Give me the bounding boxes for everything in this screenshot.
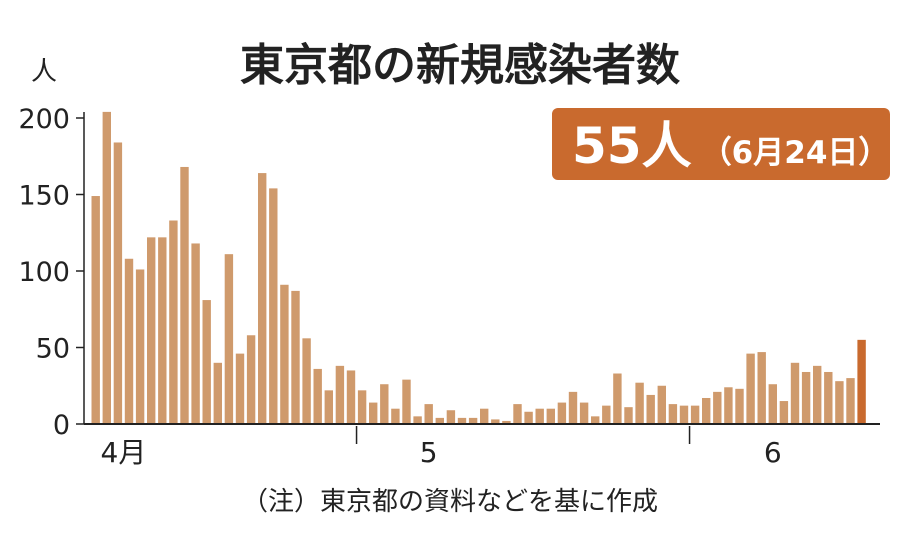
bar [535, 408, 544, 424]
bar [835, 381, 844, 424]
bar [813, 365, 822, 424]
bar [280, 284, 289, 424]
bar [158, 237, 167, 424]
bar [502, 420, 511, 424]
bar [402, 379, 411, 424]
bar [235, 353, 245, 424]
bar [169, 220, 178, 424]
bar [846, 378, 855, 424]
y-tick-label: 200 [18, 104, 70, 135]
bar [624, 407, 633, 424]
bar [557, 402, 567, 424]
bar [591, 416, 600, 424]
bar [768, 384, 777, 424]
bar [269, 188, 278, 424]
bar [491, 419, 500, 424]
bar [480, 408, 489, 424]
y-tick-label: 100 [18, 257, 70, 288]
bar [568, 391, 578, 424]
bar [724, 387, 733, 424]
bar [602, 405, 611, 424]
bar [779, 401, 789, 424]
bar [713, 391, 722, 424]
bar [824, 371, 833, 424]
bar [690, 405, 700, 424]
bar [446, 410, 456, 424]
bar [335, 365, 345, 424]
bar [147, 237, 156, 424]
bar [757, 352, 766, 424]
bar [246, 335, 256, 424]
bar-latest [857, 339, 866, 424]
bar [657, 385, 666, 424]
bar [579, 402, 589, 424]
bar [746, 353, 755, 424]
badge-background [552, 108, 890, 180]
bar [524, 411, 533, 424]
badge-value: 55人 [572, 117, 692, 175]
bar [613, 373, 622, 424]
bar [735, 388, 744, 424]
y-unit-label: 人 [31, 57, 57, 87]
bar [124, 258, 134, 424]
bar [369, 402, 378, 424]
bar [202, 300, 211, 424]
bar [135, 269, 145, 424]
bar [213, 362, 222, 424]
badge-date: （6月24日） [701, 135, 890, 171]
badge-text: 55人 （6月24日） [572, 117, 889, 175]
bar [291, 290, 300, 424]
y-tick-label: 50 [36, 334, 70, 365]
bar [646, 394, 655, 424]
bar [702, 397, 711, 424]
bar [191, 243, 200, 424]
x-axis [84, 423, 880, 444]
bar [801, 371, 811, 424]
y-axis-ticks: 0 50 100 150 200 [18, 104, 85, 441]
latest-value-badge: 55人 （6月24日） [552, 108, 890, 180]
bar [513, 404, 522, 424]
y-tick-label: 0 [53, 410, 70, 441]
bar [424, 404, 433, 424]
bar [313, 368, 322, 424]
bar [435, 417, 444, 424]
bars [91, 111, 866, 425]
bar [324, 390, 333, 424]
chart-title: 東京都の新規感染者数 [240, 40, 680, 91]
x-axis-labels: 4月 5 6 [101, 436, 782, 469]
bar [457, 417, 467, 424]
x-month-label: 4月 [101, 436, 147, 469]
bar [302, 338, 311, 424]
bar [346, 370, 356, 424]
bar [180, 166, 189, 424]
x-month-label: 5 [420, 436, 438, 469]
bar [790, 362, 800, 424]
bar [357, 390, 367, 424]
bar [668, 404, 678, 424]
bar [258, 173, 267, 424]
bar [413, 416, 422, 424]
bar [635, 382, 644, 424]
bar [102, 111, 111, 424]
x-month-label: 6 [764, 436, 782, 469]
bar [679, 405, 689, 424]
bar [113, 142, 123, 425]
bar [546, 408, 555, 424]
bar [224, 254, 234, 424]
bar [91, 196, 100, 424]
bar [391, 408, 400, 424]
bar [380, 384, 389, 424]
source-note: （注）東京都の資料などを基に作成 [242, 487, 658, 517]
bar [468, 417, 478, 424]
y-tick-label: 150 [18, 181, 70, 212]
